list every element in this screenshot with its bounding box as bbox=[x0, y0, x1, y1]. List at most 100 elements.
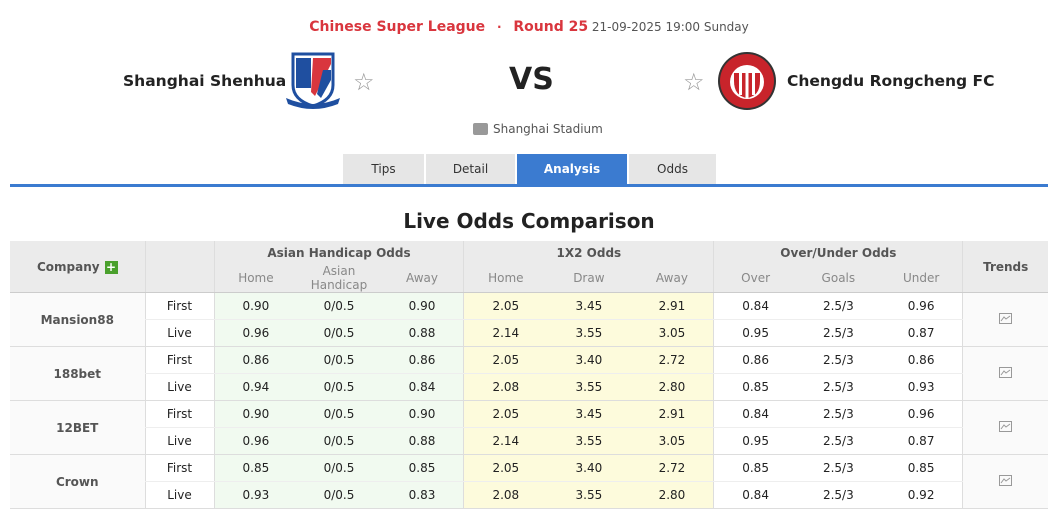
ou-subheader: Under bbox=[879, 264, 963, 293]
x2-odds-cell[interactable]: 2.05 bbox=[463, 292, 548, 320]
trend-chart-icon[interactable] bbox=[999, 366, 1013, 378]
ou-odds-cell[interactable]: 0.85 bbox=[879, 454, 963, 482]
ou-odds-cell[interactable]: 0.96 bbox=[879, 400, 963, 428]
x2-odds-cell[interactable]: 2.80 bbox=[630, 373, 714, 401]
x2-odds-cell[interactable]: 2.72 bbox=[630, 346, 714, 374]
x2-odds-cell[interactable]: 3.40 bbox=[547, 346, 631, 374]
odds-type: First bbox=[144, 454, 215, 482]
ah-odds-cell[interactable]: 0.83 bbox=[380, 481, 464, 509]
trends-cell[interactable] bbox=[962, 400, 1048, 455]
x2-odds-cell[interactable]: 2.14 bbox=[463, 427, 548, 455]
ah-odds-cell[interactable]: 0.96 bbox=[213, 427, 298, 455]
ah-odds-cell[interactable]: 0/0.5 bbox=[297, 427, 381, 455]
ah-odds-cell[interactable]: 0.86 bbox=[213, 346, 298, 374]
away-team-name[interactable]: Chengdu Rongcheng FC bbox=[787, 72, 995, 90]
x2-odds-cell[interactable]: 3.55 bbox=[547, 373, 631, 401]
ou-odds-cell[interactable]: 0.95 bbox=[713, 427, 797, 455]
ah-odds-cell[interactable]: 0.85 bbox=[380, 454, 464, 482]
ou-odds-cell[interactable]: 2.5/3 bbox=[796, 373, 880, 401]
ah-odds-cell[interactable]: 0.93 bbox=[213, 481, 298, 509]
x2-odds-cell[interactable]: 3.05 bbox=[630, 319, 714, 347]
ah-odds-cell[interactable]: 0.94 bbox=[213, 373, 298, 401]
ou-odds-cell[interactable]: 2.5/3 bbox=[796, 292, 880, 320]
league-name[interactable]: Chinese Super League bbox=[309, 19, 486, 35]
x2-odds-cell[interactable]: 3.05 bbox=[630, 427, 714, 455]
tab-odds[interactable]: Odds bbox=[629, 154, 716, 184]
home-team-logo[interactable] bbox=[283, 50, 343, 110]
x2-odds-cell[interactable]: 2.05 bbox=[463, 400, 548, 428]
ou-odds-cell[interactable]: 2.5/3 bbox=[796, 454, 880, 482]
ah-odds-cell[interactable]: 0.84 bbox=[380, 373, 464, 401]
ou-odds-cell[interactable]: 0.84 bbox=[713, 400, 797, 428]
company-name[interactable]: Crown bbox=[10, 454, 146, 509]
ou-subheader: Over bbox=[713, 264, 797, 293]
ou-odds-cell[interactable]: 0.96 bbox=[879, 292, 963, 320]
ah-odds-cell[interactable]: 0/0.5 bbox=[297, 454, 381, 482]
ah-odds-cell[interactable]: 0.86 bbox=[380, 346, 464, 374]
ou-odds-cell[interactable]: 0.85 bbox=[713, 373, 797, 401]
ou-odds-cell[interactable]: 0.93 bbox=[879, 373, 963, 401]
tab-analysis[interactable]: Analysis bbox=[517, 154, 627, 184]
ou-odds-cell[interactable]: 0.86 bbox=[713, 346, 797, 374]
trend-chart-icon[interactable] bbox=[999, 312, 1013, 324]
company-name[interactable]: 188bet bbox=[10, 346, 146, 401]
x2-odds-cell[interactable]: 2.05 bbox=[463, 454, 548, 482]
ah-odds-cell[interactable]: 0/0.5 bbox=[297, 292, 381, 320]
ah-odds-cell[interactable]: 0/0.5 bbox=[297, 373, 381, 401]
ou-odds-cell[interactable]: 0.85 bbox=[713, 454, 797, 482]
ah-odds-cell[interactable]: 0/0.5 bbox=[297, 400, 381, 428]
x2-odds-cell[interactable]: 2.05 bbox=[463, 346, 548, 374]
trends-cell[interactable] bbox=[962, 292, 1048, 347]
x2-odds-cell[interactable]: 2.08 bbox=[463, 373, 548, 401]
ou-odds-cell[interactable]: 2.5/3 bbox=[796, 319, 880, 347]
ou-odds-cell[interactable]: 2.5/3 bbox=[796, 346, 880, 374]
home-team-name[interactable]: Shanghai Shenhua bbox=[123, 72, 287, 90]
away-team-logo[interactable] bbox=[717, 51, 777, 111]
ah-odds-cell[interactable]: 0.90 bbox=[380, 400, 464, 428]
x2-odds-cell[interactable]: 3.55 bbox=[547, 481, 631, 509]
company-name[interactable]: Mansion88 bbox=[10, 292, 146, 347]
stadium-icon bbox=[473, 123, 488, 135]
ah-odds-cell[interactable]: 0.90 bbox=[380, 292, 464, 320]
ou-odds-cell[interactable]: 0.87 bbox=[879, 319, 963, 347]
ou-odds-cell[interactable]: 2.5/3 bbox=[796, 481, 880, 509]
favorite-home-star-icon[interactable]: ☆ bbox=[353, 68, 375, 96]
ah-odds-cell[interactable]: 0.85 bbox=[213, 454, 298, 482]
trend-chart-icon[interactable] bbox=[999, 420, 1013, 432]
x2-odds-cell[interactable]: 3.45 bbox=[547, 400, 631, 428]
x2-odds-cell[interactable]: 3.40 bbox=[547, 454, 631, 482]
trends-cell[interactable] bbox=[962, 346, 1048, 401]
x2-odds-cell[interactable]: 2.14 bbox=[463, 319, 548, 347]
ah-odds-cell[interactable]: 0.90 bbox=[213, 292, 298, 320]
tab-detail[interactable]: Detail bbox=[426, 154, 515, 184]
ou-odds-cell[interactable]: 2.5/3 bbox=[796, 427, 880, 455]
trend-chart-icon[interactable] bbox=[999, 474, 1013, 486]
x2-odds-cell[interactable]: 2.91 bbox=[630, 400, 714, 428]
ah-odds-cell[interactable]: 0/0.5 bbox=[297, 481, 381, 509]
x2-odds-cell[interactable]: 3.45 bbox=[547, 292, 631, 320]
ou-odds-cell[interactable]: 0.95 bbox=[713, 319, 797, 347]
favorite-away-star-icon[interactable]: ☆ bbox=[683, 68, 705, 96]
ah-odds-cell[interactable]: 0/0.5 bbox=[297, 319, 381, 347]
x2-odds-cell[interactable]: 2.08 bbox=[463, 481, 548, 509]
ah-odds-cell[interactable]: 0.88 bbox=[380, 319, 464, 347]
ah-odds-cell[interactable]: 0.88 bbox=[380, 427, 464, 455]
x2-odds-cell[interactable]: 2.72 bbox=[630, 454, 714, 482]
tab-tips[interactable]: Tips bbox=[343, 154, 424, 184]
ah-odds-cell[interactable]: 0/0.5 bbox=[297, 346, 381, 374]
x2-odds-cell[interactable]: 3.55 bbox=[547, 427, 631, 455]
company-name[interactable]: 12BET bbox=[10, 400, 146, 455]
ou-odds-cell[interactable]: 0.92 bbox=[879, 481, 963, 509]
ou-odds-cell[interactable]: 0.84 bbox=[713, 481, 797, 509]
ou-odds-cell[interactable]: 0.84 bbox=[713, 292, 797, 320]
add-company-plus-icon[interactable]: + bbox=[104, 259, 118, 274]
ah-odds-cell[interactable]: 0.96 bbox=[213, 319, 298, 347]
ou-odds-cell[interactable]: 0.87 bbox=[879, 427, 963, 455]
x2-odds-cell[interactable]: 2.91 bbox=[630, 292, 714, 320]
ou-odds-cell[interactable]: 2.5/3 bbox=[796, 400, 880, 428]
trends-cell[interactable] bbox=[962, 454, 1048, 509]
ou-odds-cell[interactable]: 0.86 bbox=[879, 346, 963, 374]
x2-odds-cell[interactable]: 2.80 bbox=[630, 481, 714, 509]
x2-odds-cell[interactable]: 3.55 bbox=[547, 319, 631, 347]
ah-odds-cell[interactable]: 0.90 bbox=[213, 400, 298, 428]
